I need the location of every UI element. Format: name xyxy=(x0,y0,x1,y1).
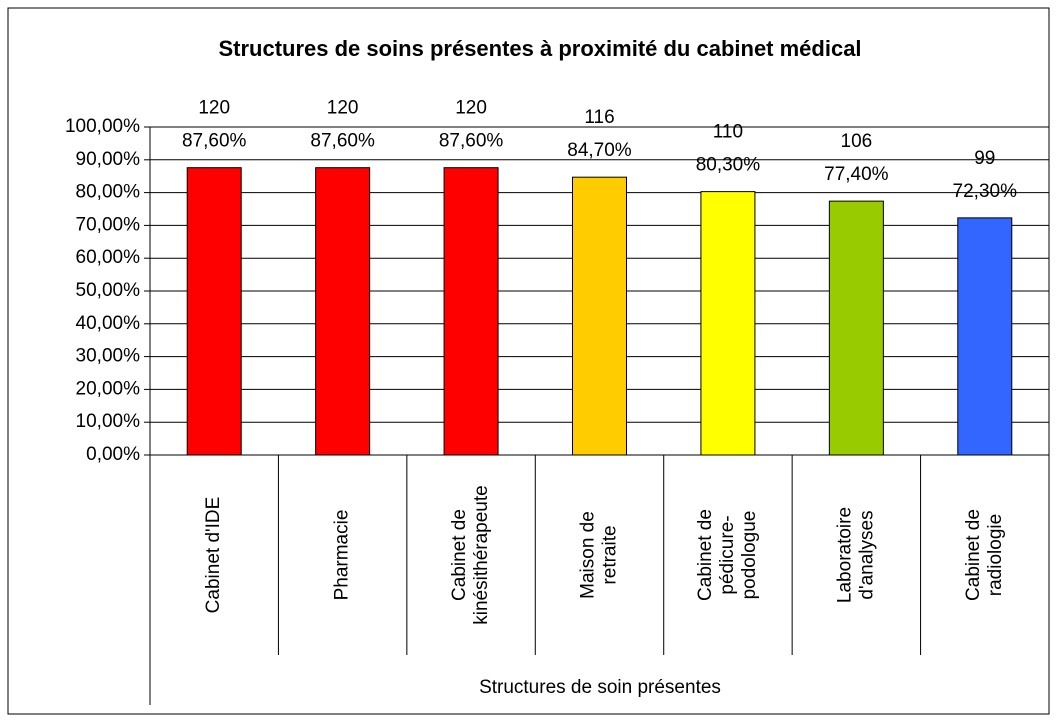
y-tick-label: 60,00% xyxy=(76,247,141,268)
x-tick-label: pédicure- xyxy=(717,515,738,594)
count-label: 120 xyxy=(198,98,230,119)
y-tick-label: 40,00% xyxy=(76,313,141,334)
y-tick-label: 100,00% xyxy=(65,116,140,137)
bar xyxy=(957,217,1013,456)
x-tick-label: radiologie xyxy=(985,514,1006,596)
x-axis-title: Structures de soin présentes xyxy=(479,677,721,698)
x-tick-label: kinésithérapeute xyxy=(471,485,492,624)
value-label: 77,40% xyxy=(824,164,889,185)
y-tick-label: 10,00% xyxy=(76,411,141,432)
value-label: 84,70% xyxy=(567,140,632,161)
y-tick-label: 30,00% xyxy=(76,346,141,367)
count-label: 120 xyxy=(327,98,359,119)
bar xyxy=(443,167,499,456)
x-tick-label: d'analyses xyxy=(856,510,877,599)
bar xyxy=(828,200,884,456)
bar xyxy=(572,176,627,456)
x-tick-label: Cabinet de xyxy=(963,509,984,601)
value-label: 87,60% xyxy=(182,131,247,152)
chart-border xyxy=(7,7,1050,715)
x-tick-label: Cabinet de xyxy=(695,509,716,601)
y-tick-label: 80,00% xyxy=(76,182,141,203)
x-tick-label: Maison de xyxy=(578,511,599,599)
count-label: 99 xyxy=(974,148,995,169)
x-tick-label: Cabinet de xyxy=(449,509,470,601)
bar xyxy=(315,167,371,456)
chart-title: Structures de soins présentes à proximit… xyxy=(218,36,861,61)
x-tick-label: podologue xyxy=(739,511,760,600)
count-label: 106 xyxy=(841,131,873,152)
value-label: 87,60% xyxy=(310,131,375,152)
y-tick-label: 70,00% xyxy=(76,214,141,235)
value-label: 87,60% xyxy=(439,131,504,152)
bar xyxy=(700,191,756,456)
y-tick-label: 0,00% xyxy=(86,444,140,465)
count-label: 116 xyxy=(584,107,614,128)
x-tick-label: retraite xyxy=(600,525,621,584)
value-label: 80,30% xyxy=(696,155,761,176)
y-tick-label: 90,00% xyxy=(76,149,141,170)
y-tick-label: 50,00% xyxy=(76,280,141,301)
value-label: 72,30% xyxy=(953,181,1018,202)
x-tick-label: Cabinet d'IDE xyxy=(203,497,224,614)
bar xyxy=(186,167,242,456)
y-tick-label: 20,00% xyxy=(76,378,141,399)
x-tick-label: Pharmacie xyxy=(332,510,353,601)
count-label: 120 xyxy=(455,98,487,119)
x-tick-label: Laboratoire xyxy=(834,507,855,603)
count-label: 110 xyxy=(713,122,743,143)
